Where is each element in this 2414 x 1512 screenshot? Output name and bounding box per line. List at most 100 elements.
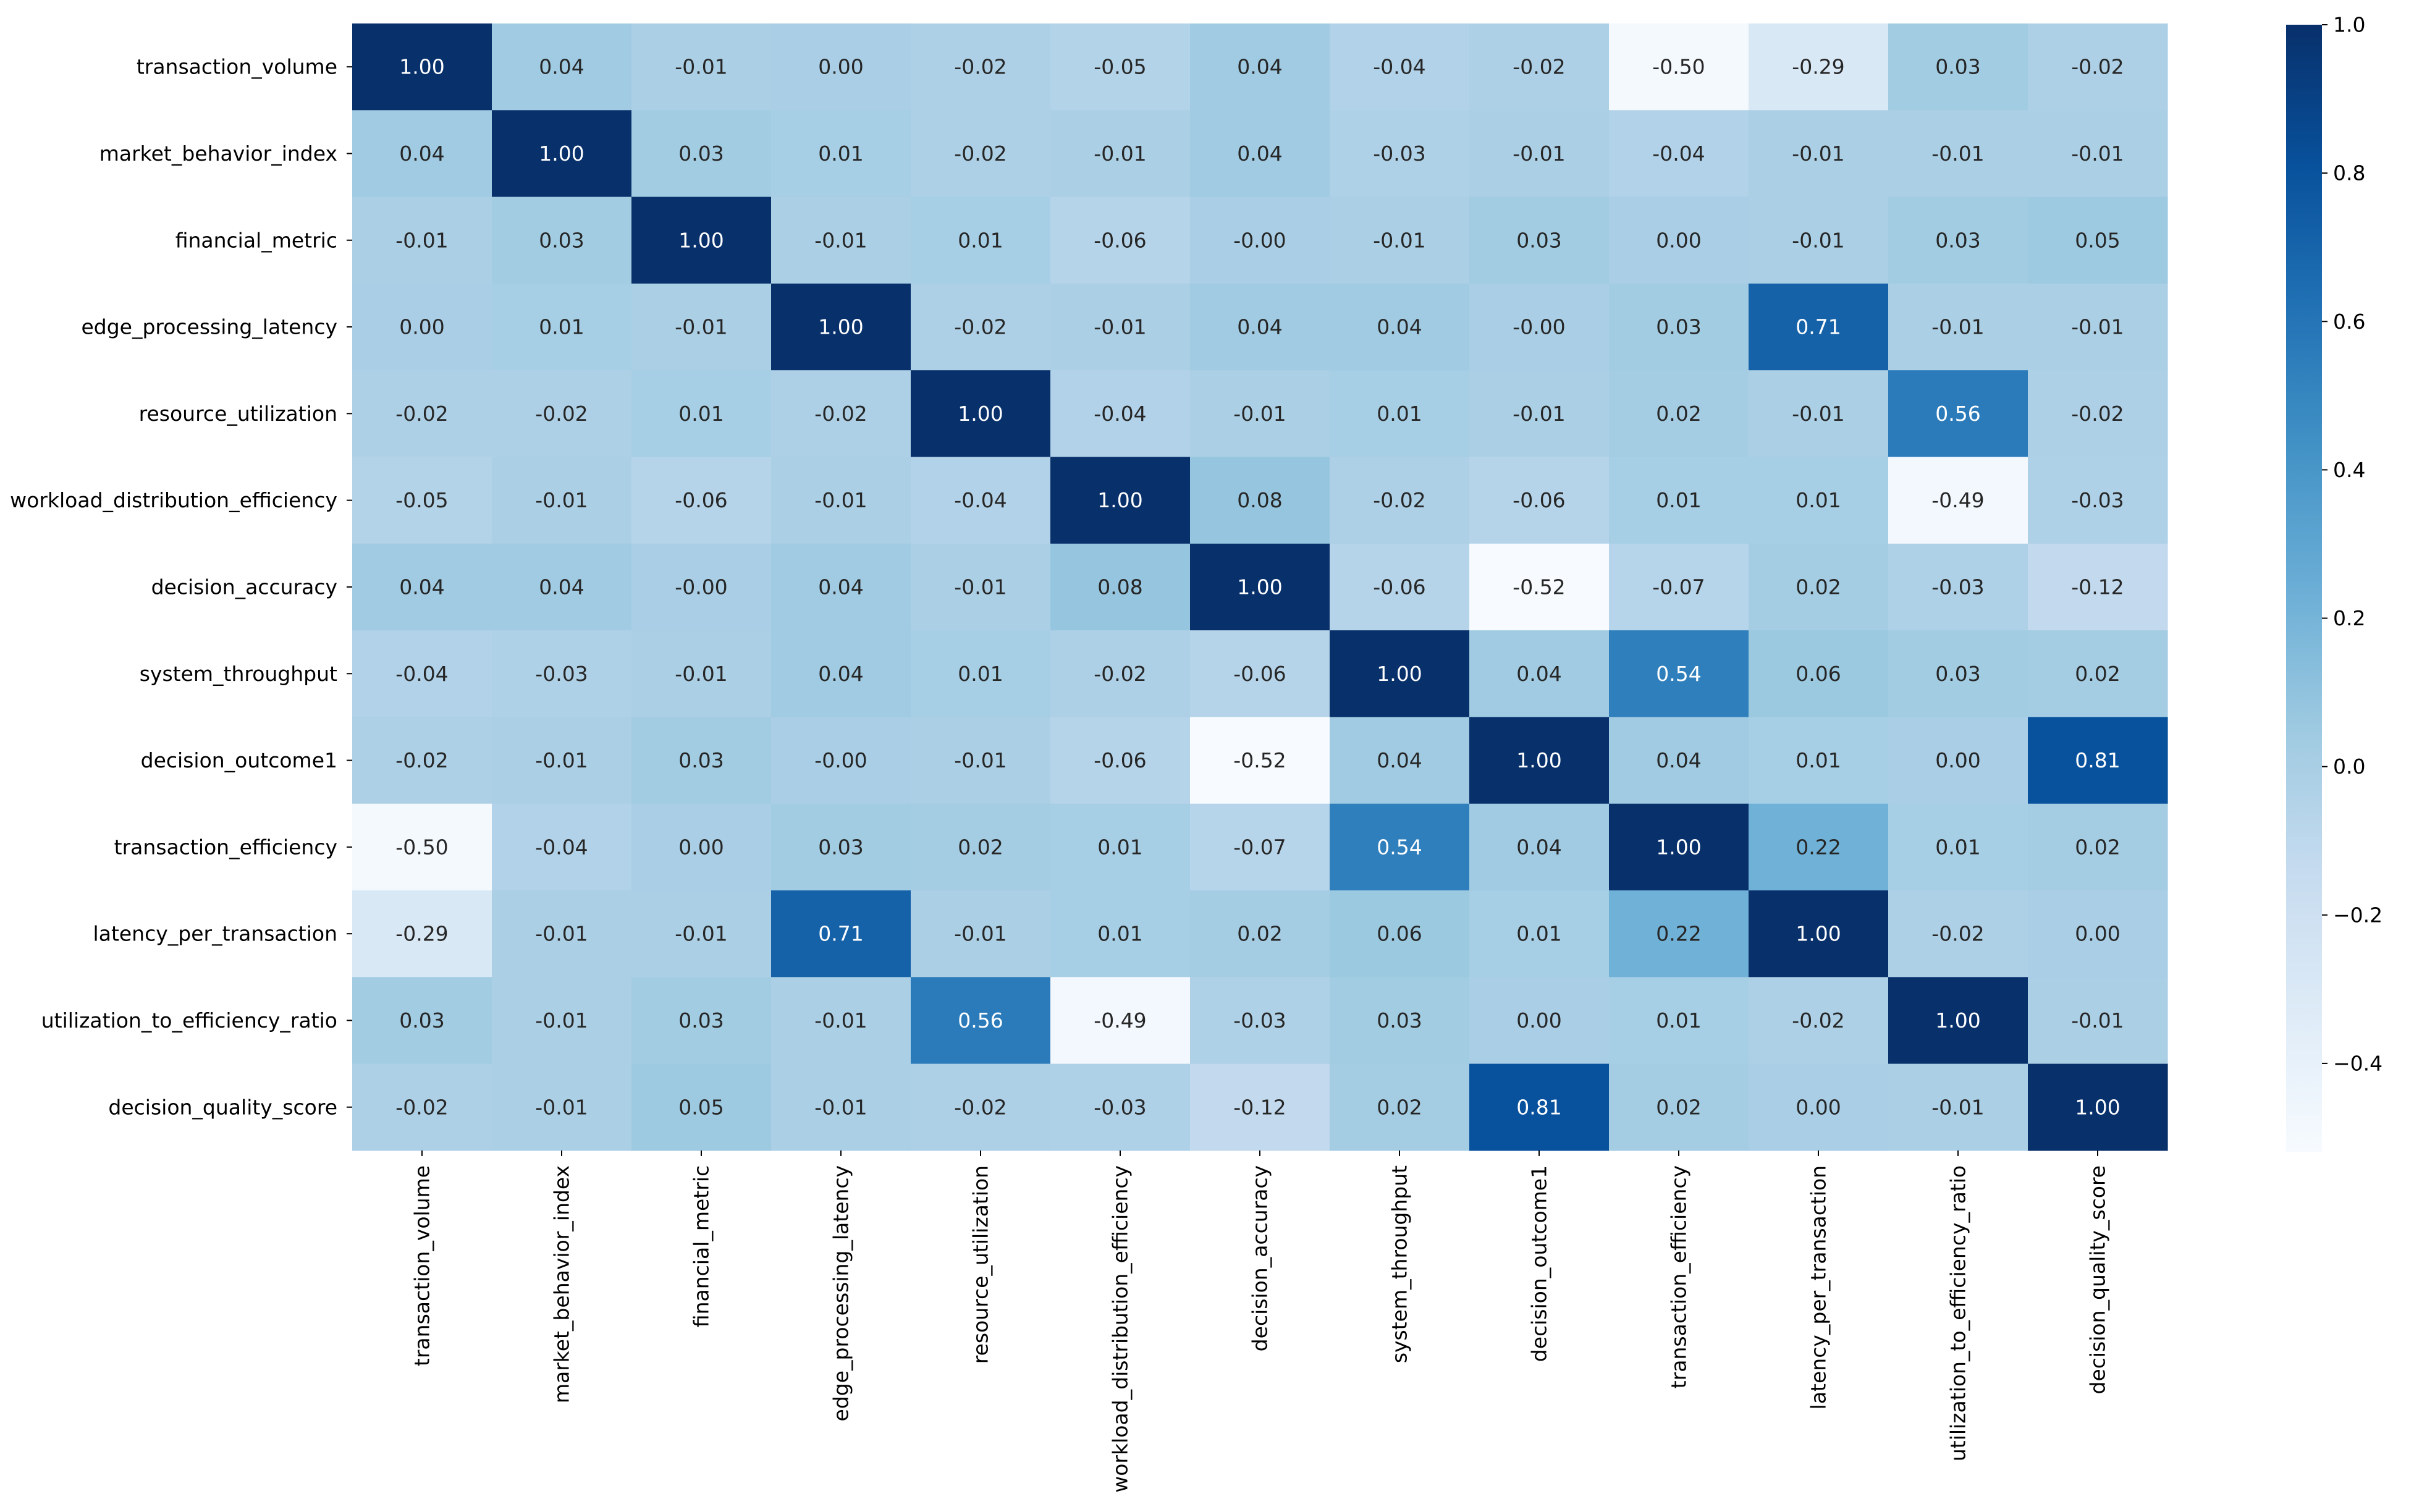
cell-value-label: -0.01 xyxy=(675,922,727,946)
heatmap-cell-0-10 xyxy=(1749,23,1889,111)
heatmap-cell-8-0 xyxy=(352,717,492,805)
row-label-decision_outcome1: decision_outcome1 xyxy=(141,748,337,772)
cell-value-label: 0.08 xyxy=(1237,488,1282,512)
heatmap-cell-11-5 xyxy=(1050,977,1191,1065)
cell-value-label: -0.01 xyxy=(535,488,588,512)
cell-value-label: -0.03 xyxy=(2071,488,2124,512)
cell-value-label: 0.02 xyxy=(1237,922,1282,946)
heatmap-cell-7-2 xyxy=(631,630,772,717)
heatmap-cell-11-7 xyxy=(1330,977,1470,1065)
heatmap-cell-3-7 xyxy=(1330,283,1470,371)
cell-value-label: 1.00 xyxy=(1516,748,1561,772)
heatmap-cell-4-0 xyxy=(352,370,492,458)
heatmap-cell-9-1 xyxy=(492,803,632,891)
heatmap-cell-5-6 xyxy=(1190,457,1330,544)
heatmap-cell-7-1 xyxy=(492,630,632,717)
heatmap-cell-1-8 xyxy=(1469,110,1610,198)
cell-value-label: -0.01 xyxy=(675,55,727,79)
heatmap-cell-4-4 xyxy=(911,370,1051,458)
cell-value-label: -0.50 xyxy=(395,835,448,859)
heatmap-cell-5-10 xyxy=(1749,457,1889,544)
heatmap-cell-12-10 xyxy=(1749,1063,1889,1151)
heatmap-cell-2-3 xyxy=(771,196,911,284)
cell-value-label: 0.01 xyxy=(678,402,724,426)
heatmap-cell-11-3 xyxy=(771,977,911,1065)
heatmap-cell-3-11 xyxy=(1888,283,2028,371)
cell-value-label: -0.03 xyxy=(1094,1095,1146,1119)
cell-value-label: 0.08 xyxy=(1097,575,1142,599)
heatmap-cell-6-9 xyxy=(1609,543,1749,631)
heatmap-cell-5-1 xyxy=(492,457,632,544)
heatmap-cell-9-9 xyxy=(1609,803,1749,891)
heatmap-cell-8-7 xyxy=(1330,717,1470,805)
heatmap-cell-11-10 xyxy=(1749,977,1889,1065)
cell-value-label: -0.01 xyxy=(814,1095,867,1119)
cell-value-label: 0.00 xyxy=(399,315,444,339)
cell-value-label: 0.02 xyxy=(1656,402,1701,426)
cell-value-label: 0.00 xyxy=(678,835,724,859)
row-label-system_throughput: system_throughput xyxy=(140,662,337,686)
cell-value-label: 0.06 xyxy=(1796,662,1841,686)
cell-value-label: 0.22 xyxy=(1656,922,1701,946)
heatmap-cell-6-5 xyxy=(1050,543,1191,631)
heatmap-cell-2-4 xyxy=(911,196,1051,284)
heatmap-cell-3-10 xyxy=(1749,283,1889,371)
cell-value-label: 0.56 xyxy=(1935,402,1980,426)
heatmap-cell-2-2 xyxy=(631,196,772,284)
cell-value-label: -0.01 xyxy=(954,748,1007,772)
heatmap-cell-8-12 xyxy=(2028,717,2168,805)
heatmap-cell-7-7 xyxy=(1330,630,1470,717)
cell-value-label: -0.01 xyxy=(535,922,588,946)
row-label-financial_metric: financial_metric xyxy=(175,228,337,252)
heatmap-cell-3-0 xyxy=(352,283,492,371)
heatmap-cell-2-9 xyxy=(1609,196,1749,284)
heatmap-cell-11-8 xyxy=(1469,977,1610,1065)
colorbar-tick-label: 0.6 xyxy=(2333,310,2365,334)
cell-value-label: -0.01 xyxy=(814,488,867,512)
cell-value-label: 0.01 xyxy=(1377,402,1422,426)
heatmap-cell-5-5 xyxy=(1050,457,1191,544)
heatmap-cell-1-1 xyxy=(492,110,632,198)
col-label-decision_quality_score: decision_quality_score xyxy=(2086,1165,2110,1395)
heatmap-cell-9-11 xyxy=(1888,803,2028,891)
col-label-workload_distribution_efficiency: workload_distribution_efficiency xyxy=(1108,1165,1133,1493)
heatmap-cell-5-9 xyxy=(1609,457,1749,544)
cell-value-label: -0.00 xyxy=(1513,315,1565,339)
cell-value-label: -0.07 xyxy=(1652,575,1705,599)
row-label-utilization_to_efficiency_ratio: utilization_to_efficiency_ratio xyxy=(41,1008,337,1033)
cell-value-label: 0.04 xyxy=(539,55,584,79)
heatmap-cell-9-7 xyxy=(1330,803,1470,891)
cell-value-label: -0.05 xyxy=(1094,55,1146,79)
heatmap-cell-3-2 xyxy=(631,283,772,371)
cell-value-label: 0.71 xyxy=(818,922,863,946)
heatmap-cell-0-9 xyxy=(1609,23,1749,111)
cell-value-label: 0.03 xyxy=(1516,228,1561,252)
cell-value-label: -0.01 xyxy=(1792,141,1844,166)
heatmap-cell-10-4 xyxy=(911,890,1051,978)
cell-value-label: 0.03 xyxy=(1935,662,1980,686)
heatmap-cell-0-2 xyxy=(631,23,772,111)
heatmap-cell-1-6 xyxy=(1190,110,1330,198)
cell-value-label: 0.01 xyxy=(818,141,863,166)
heatmap-cell-9-10 xyxy=(1749,803,1889,891)
heatmap-cell-8-2 xyxy=(631,717,772,805)
cell-value-label: 0.04 xyxy=(1237,141,1282,166)
cell-value-label: -0.07 xyxy=(1233,835,1286,859)
cell-value-label: 0.04 xyxy=(1656,748,1701,772)
heatmap-cell-6-10 xyxy=(1749,543,1889,631)
heatmap-cell-11-12 xyxy=(2028,977,2168,1065)
heatmap-cells: 1.00 0.04 -0.01 0.00 -0.02 -0.05 0.04 -0.04 -0.0… xyxy=(352,23,2168,1151)
cell-value-label: -0.01 xyxy=(1792,402,1844,426)
cell-value-label: 0.01 xyxy=(539,315,584,339)
cell-value-label: -0.02 xyxy=(395,748,448,772)
heatmap-cell-10-11 xyxy=(1888,890,2028,978)
cell-value-label: -0.01 xyxy=(1094,141,1146,166)
cell-value-label: -0.29 xyxy=(1792,55,1844,79)
cell-value-label: -0.04 xyxy=(1094,402,1146,426)
cell-value-label: 1.00 xyxy=(1237,575,1282,599)
cell-value-label: -0.01 xyxy=(535,1008,588,1033)
cell-value-label: 0.03 xyxy=(1377,1008,1422,1033)
heatmap-cell-4-9 xyxy=(1609,370,1749,458)
cell-value-label: 0.01 xyxy=(1796,488,1841,512)
cell-value-label: -0.06 xyxy=(1373,575,1425,599)
